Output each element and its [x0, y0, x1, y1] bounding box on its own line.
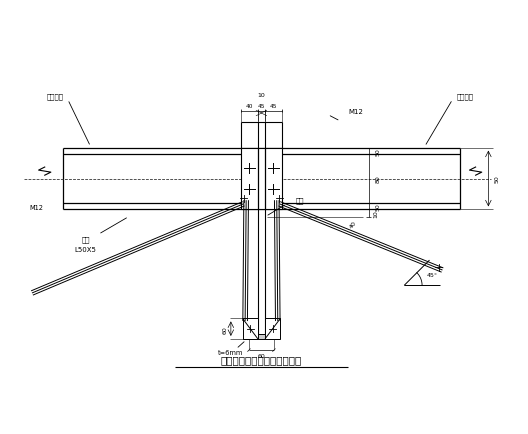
Text: M12: M12	[30, 204, 43, 210]
Text: t=6mm: t=6mm	[218, 349, 243, 355]
Text: 10: 10	[258, 93, 266, 98]
Polygon shape	[242, 319, 258, 339]
Text: 50: 50	[495, 175, 500, 183]
Text: 50: 50	[375, 148, 380, 155]
Text: 45: 45	[270, 104, 277, 109]
Text: 80: 80	[375, 175, 380, 183]
Text: 10: 10	[374, 210, 379, 217]
Text: 45°: 45°	[427, 272, 438, 277]
Text: 腹板: 腹板	[296, 197, 304, 204]
Text: 屋面檩条、隅撑安装节点详图: 屋面檩条、隅撑安装节点详图	[221, 355, 302, 365]
Text: 隅撑: 隅撑	[81, 236, 90, 242]
Polygon shape	[241, 148, 282, 210]
Text: 屋面檩条: 屋面檩条	[457, 93, 474, 100]
Text: 40: 40	[349, 220, 357, 229]
Polygon shape	[243, 334, 279, 339]
Text: 60: 60	[258, 353, 266, 358]
Text: 45: 45	[258, 104, 265, 109]
Text: 40: 40	[246, 104, 253, 109]
Text: L50X5: L50X5	[74, 246, 97, 252]
Text: 60: 60	[222, 325, 227, 333]
Text: 屋面檩条: 屋面檩条	[46, 93, 63, 100]
Text: 50: 50	[375, 203, 380, 210]
Text: M12: M12	[348, 108, 363, 115]
Polygon shape	[265, 319, 280, 339]
